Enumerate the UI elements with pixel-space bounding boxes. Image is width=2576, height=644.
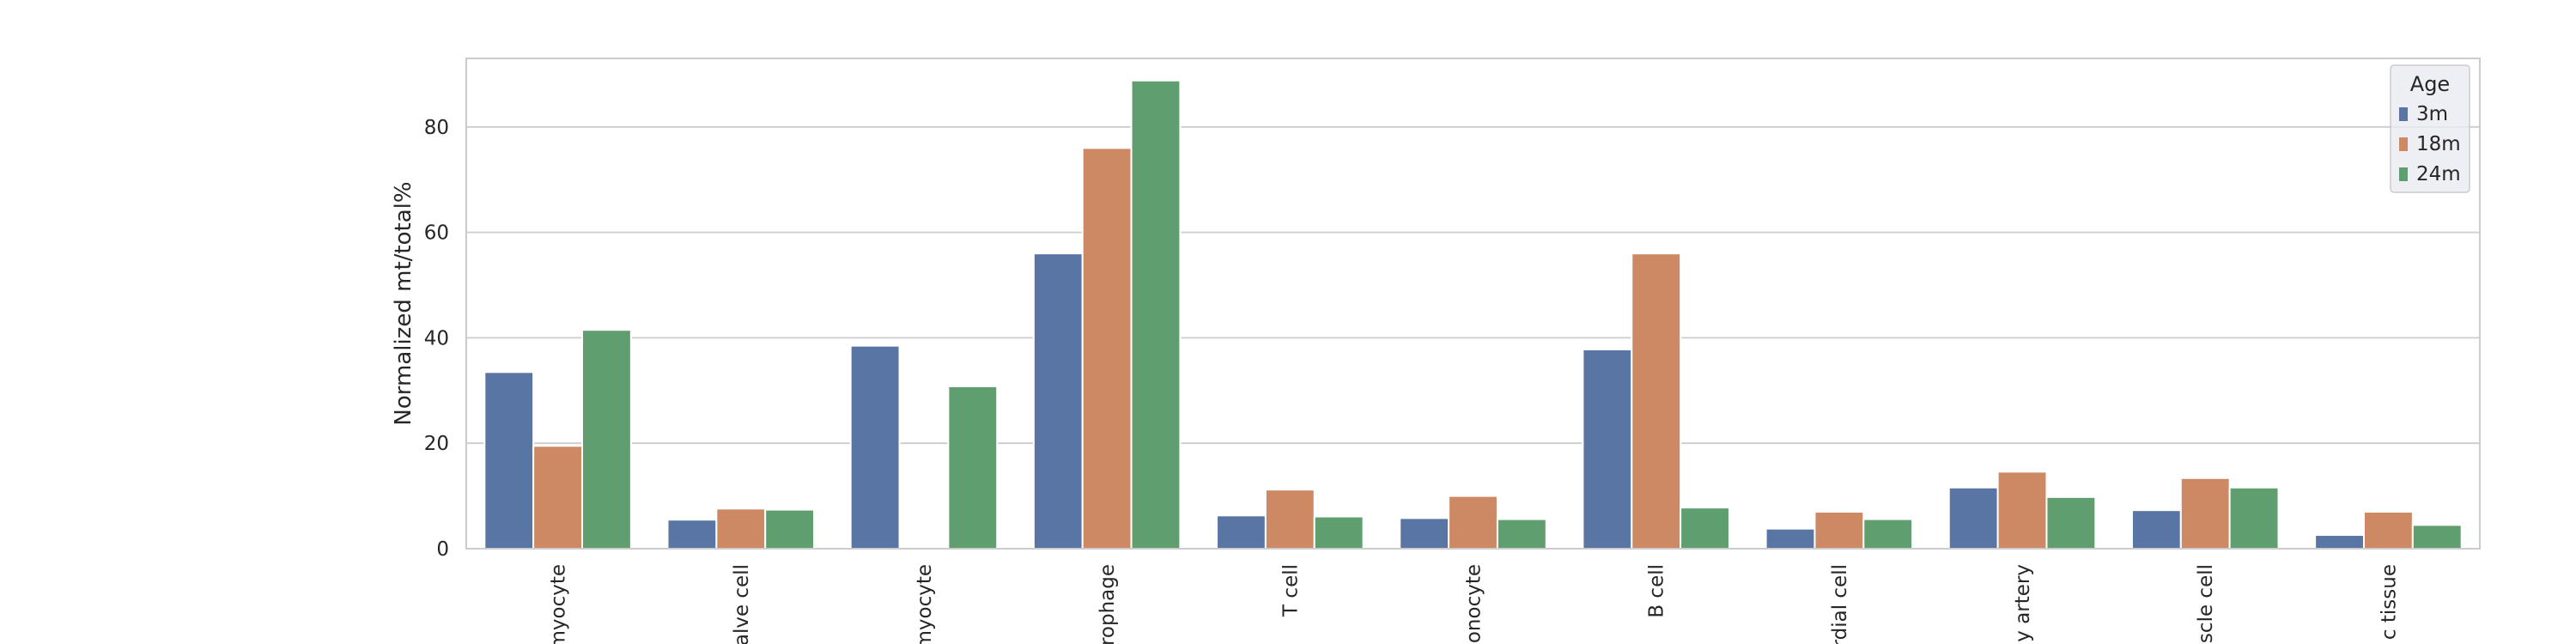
legend-swatch-3m	[2399, 107, 2408, 121]
plot-frame	[465, 58, 2481, 550]
bars	[483, 79, 2463, 550]
bar-18m-7	[1814, 511, 1865, 550]
legend-entry-24m: 24m	[2416, 163, 2461, 185]
bar-3m-2	[849, 344, 901, 550]
bar-3m-1	[666, 519, 718, 550]
legend-entry-18m: 18m	[2416, 133, 2461, 155]
legend-swatch-24m	[2399, 167, 2408, 181]
bar-3m-4	[1216, 514, 1267, 550]
y-tick-label: 40	[424, 327, 449, 349]
bar-18m-8	[1996, 471, 2048, 550]
bar-18m-3	[1081, 147, 1133, 550]
y-axis-label: Normalized mt/total%	[391, 181, 416, 425]
bar-3m-10	[2314, 534, 2365, 550]
bar-3m-0	[483, 371, 535, 550]
bar-24m-3	[1130, 79, 1182, 550]
y-tick-label: 20	[424, 433, 449, 455]
x-tick-label: scle cell	[2195, 564, 2217, 643]
x-tick-label: T cell	[1279, 564, 1302, 617]
bar-24m-5	[1496, 518, 1547, 550]
bar-3m-9	[2130, 509, 2182, 550]
bar-24m-7	[1862, 518, 1914, 550]
legend-swatch-18m	[2399, 137, 2408, 151]
legend-entry-3m: 3m	[2416, 103, 2448, 125]
bar-18m-9	[2179, 477, 2231, 550]
bar-18m-0	[532, 445, 584, 550]
x-tick-label: myocyte	[548, 564, 570, 644]
bar-24m-10	[2411, 524, 2463, 550]
bar-18m-10	[2362, 511, 2414, 550]
bar-18m-5	[1448, 495, 1498, 550]
bar-24m-8	[2045, 495, 2097, 550]
bar-18m-6	[1631, 252, 1682, 550]
y-tick-label: 0	[436, 538, 449, 561]
bar-3m-6	[1582, 348, 1633, 550]
legend-title: Age	[2410, 72, 2450, 96]
bar-3m-3	[1032, 252, 1084, 550]
bar-24m-0	[581, 329, 632, 550]
y-tick-labels: 0 20 40 60 80	[424, 117, 449, 561]
gridlines	[466, 125, 2480, 550]
x-tick-label: myocyte	[914, 564, 936, 644]
x-tick-label: onocyte	[1463, 564, 1485, 643]
y-tick-label: 80	[424, 117, 449, 139]
bar-24m-2	[947, 385, 999, 550]
bar-3m-8	[1947, 486, 1999, 550]
bar-3m-5	[1399, 517, 1450, 550]
x-tick-label: rdial cell	[1829, 564, 1851, 644]
bar-18m-4	[1264, 489, 1315, 550]
x-tick-labels: myocyte alve cell myocyte rophage T cell onoc…	[548, 564, 2401, 644]
bar-24m-9	[2228, 486, 2280, 550]
bar-24m-6	[1680, 507, 1730, 550]
bar-24m-1	[764, 508, 816, 550]
bar-3m-7	[1765, 527, 1816, 550]
x-tick-label: alve cell	[731, 564, 753, 644]
legend-box	[2390, 64, 2470, 193]
bar-24m-4	[1313, 515, 1364, 550]
x-tick-label: y artery	[2012, 564, 2034, 642]
bar-18m-1	[715, 507, 767, 550]
x-tick-label: c tissue	[2378, 564, 2400, 640]
x-tick-label: B cell	[1646, 564, 1668, 618]
legend: Age 3m 18m 24m	[2390, 64, 2470, 193]
x-tick-label: rophage	[1097, 564, 1119, 644]
y-tick-label: 60	[424, 222, 449, 245]
